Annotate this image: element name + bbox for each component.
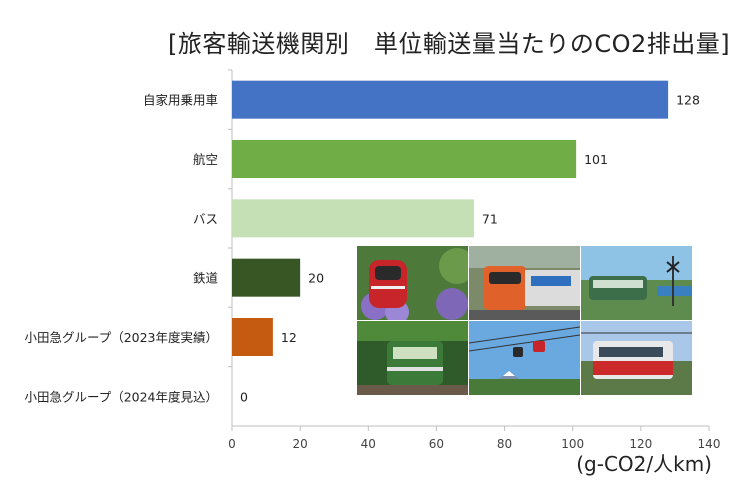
x-tick-label: 0: [228, 437, 236, 451]
data-label: 20: [308, 271, 324, 286]
photo-ropeway-fuji: [469, 321, 580, 395]
x-tick-label: 60: [429, 437, 444, 451]
bar: [232, 258, 301, 297]
photo-seaside-tram: [581, 246, 692, 320]
bar: [232, 199, 474, 238]
x-tick-label: 100: [561, 437, 584, 451]
category-label: バス: [193, 211, 218, 226]
category-label: 小田急グループ（2024年度見込）: [24, 389, 218, 404]
bar: [232, 140, 577, 178]
chart-title: [旅客輸送機関別 単位輸送量当たりのCO2排出量]: [168, 30, 731, 58]
bar: [232, 80, 669, 119]
x-tick-label: 40: [361, 437, 376, 451]
x-tick-label: 140: [698, 437, 721, 451]
data-label: 71: [482, 211, 498, 226]
data-label: 12: [281, 330, 297, 345]
photo-collage: [357, 246, 692, 396]
bar: [232, 318, 273, 356]
category-label: 自家用乗用車: [143, 93, 218, 108]
data-label: 128: [676, 93, 700, 108]
x-tick-label: 20: [293, 437, 308, 451]
photo-orange-express: [469, 246, 580, 320]
data-label: 101: [584, 152, 608, 167]
photo-romance-car: [357, 246, 468, 320]
x-tick-label: 120: [629, 437, 652, 451]
photo-red-mountain-train: [581, 321, 692, 395]
data-label: 0: [240, 389, 248, 404]
x-tick-label: 80: [497, 437, 512, 451]
category-label: 航空: [193, 152, 218, 167]
category-label: 鉄道: [193, 271, 219, 286]
unit-label: (g-CO2/人km): [576, 452, 712, 476]
category-label: 小田急グループ（2023年度実績）: [24, 330, 218, 345]
photo-green-mountain-train: [357, 321, 468, 395]
